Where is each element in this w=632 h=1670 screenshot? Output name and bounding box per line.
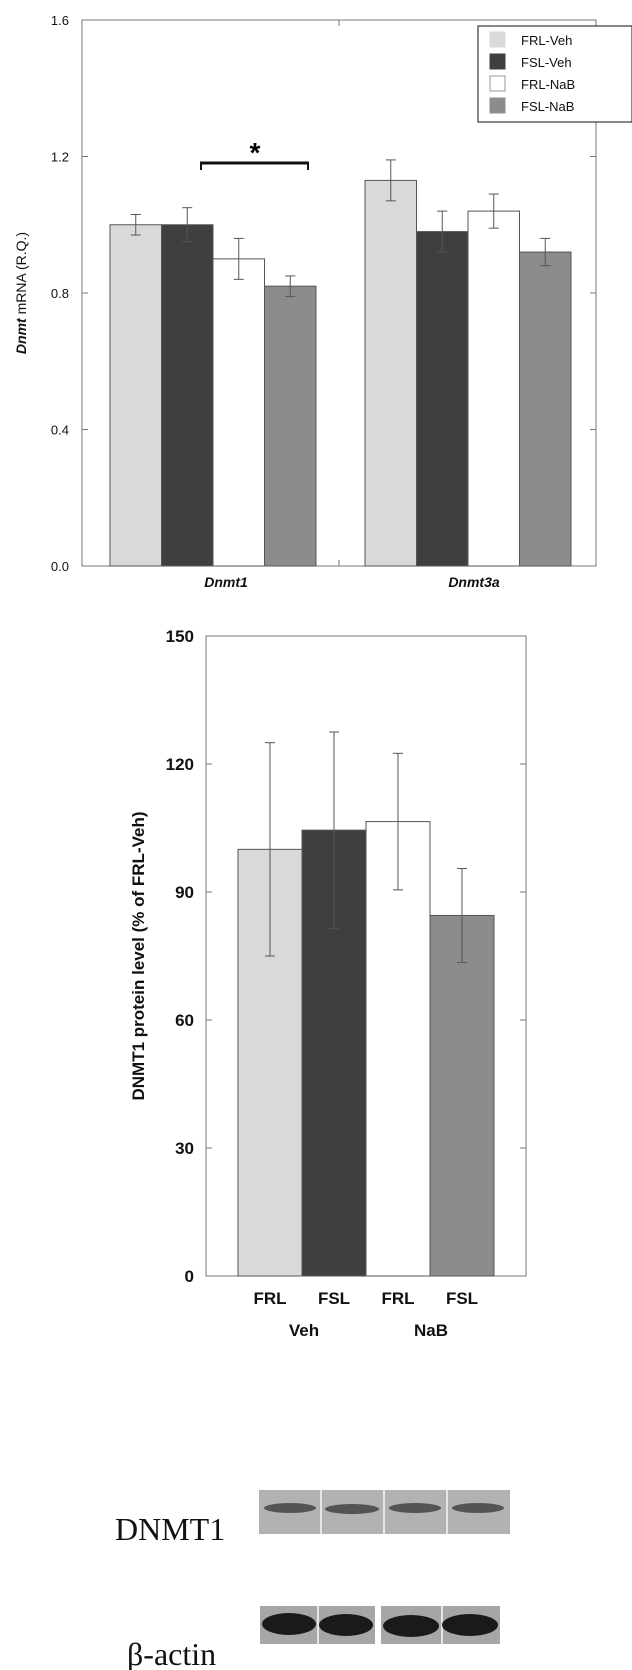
chart2-xtick-label-2: FSL — [318, 1289, 350, 1308]
chart2-y-axis-label: DNMT1 protein level (% of FRL-Veh) — [129, 811, 148, 1100]
chart2-xtick-label-1: FRL — [253, 1289, 286, 1308]
bar-dnmt3a-frl-nab — [467, 210, 520, 567]
dnmt1-band-1 — [264, 1503, 316, 1513]
chart2-group-label-veh: Veh — [289, 1321, 319, 1340]
chart1-bars — [109, 159, 572, 567]
chart2-y-ticks: 0 30 60 90 120 150 — [166, 627, 526, 1286]
legend-swatch-fsl-nab — [489, 97, 506, 114]
significance-asterisk: * — [250, 137, 261, 168]
blot-label-beta-actin: β-actin — [127, 1636, 216, 1670]
western-blot: DNMT1 β-actin — [115, 1490, 510, 1670]
mrna-chart: 0.0 0.4 0.8 1.2 1.6 Dnmt mRNA (R.Q.) Dnmt1 D… — [13, 13, 632, 590]
chart1-y-ticks: 0.0 0.4 0.8 1.2 1.6 — [51, 13, 596, 574]
legend-label-frl-veh: FRL-Veh — [521, 33, 572, 48]
chart2-bars — [237, 731, 495, 1277]
protein-bar-3 — [365, 821, 431, 1277]
bar-dnmt1-frl-veh — [109, 224, 162, 567]
protein-chart: 0 30 60 90 120 150 DNMT1 protein level (% of … — [129, 627, 527, 1340]
chart1-y-axis-label-rest: mRNA (R.Q.) — [13, 232, 29, 318]
legend-items: FRL-Veh FSL-Veh FRL-NaB FSL-NaB — [489, 31, 575, 114]
bar-dnmt3a-fsl-veh — [416, 231, 469, 567]
chart2-ytick-label: 30 — [175, 1139, 194, 1158]
dnmt1-blot-strip — [259, 1490, 510, 1534]
dnmt1-lane-divider-3 — [446, 1490, 448, 1534]
bar-dnmt3a-fsl-nab — [519, 251, 572, 567]
legend-swatch-fsl-veh — [489, 53, 506, 70]
chart2-ytick-label: 0 — [185, 1267, 194, 1286]
dnmt1-lane-divider-1 — [320, 1490, 322, 1534]
chart1-category-dnmt3a: Dnmt3a — [448, 574, 500, 590]
bar-dnmt1-fsl-nab — [264, 285, 317, 567]
actin-band-4 — [442, 1614, 498, 1636]
legend-swatch-frl-veh — [489, 31, 506, 48]
dnmt1-band-2 — [325, 1504, 379, 1514]
chart1-ytick-label: 0.0 — [51, 559, 69, 574]
chart1-ytick-label: 1.6 — [51, 13, 69, 28]
significance-bracket: * — [200, 137, 309, 170]
actin-band-2 — [319, 1614, 373, 1636]
chart1-ytick-label: 1.2 — [51, 150, 69, 165]
chart2-ytick-label: 120 — [166, 755, 194, 774]
chart1-category-dnmt1: Dnmt1 — [204, 574, 248, 590]
chart2-ytick-label: 90 — [175, 883, 194, 902]
chart2-xtick-label-4: FSL — [446, 1289, 478, 1308]
legend-label-frl-nab: FRL-NaB — [521, 77, 575, 92]
protein-bar-4 — [429, 914, 495, 1277]
blot-label-dnmt1: DNMT1 — [115, 1511, 225, 1547]
chart2-x-labels: FRL FSL FRL FSL — [253, 1289, 478, 1308]
chart1-ytick-label: 0.8 — [51, 286, 69, 301]
actin-band-1 — [262, 1613, 316, 1635]
chart2-ytick-label: 150 — [166, 627, 194, 646]
bar-dnmt3a-frl-veh — [364, 179, 417, 567]
chart2-xtick-label-3: FRL — [381, 1289, 414, 1308]
legend-swatch-frl-nab — [489, 75, 506, 92]
dnmt1-band-4 — [452, 1503, 504, 1513]
dnmt1-lane-divider-2 — [383, 1490, 385, 1534]
beta-actin-blot-strip — [260, 1606, 500, 1644]
legend-label-fsl-veh: FSL-Veh — [521, 55, 572, 70]
actin-band-3 — [383, 1615, 439, 1637]
chart1-y-axis-label-italic: Dnmt — [13, 317, 29, 354]
chart1-y-axis-label: Dnmt mRNA (R.Q.) — [13, 232, 29, 354]
bar-dnmt1-frl-nab — [212, 258, 265, 567]
dnmt1-band-3 — [389, 1503, 441, 1513]
actin-lane-divider-1 — [317, 1606, 319, 1644]
bar-dnmt1-fsl-veh — [161, 224, 214, 567]
legend-label-fsl-nab: FSL-NaB — [521, 99, 574, 114]
chart2-group-label-nab: NaB — [414, 1321, 448, 1340]
chart1-ytick-label: 0.4 — [51, 423, 69, 438]
chart1-legend: FRL-Veh FSL-Veh FRL-NaB FSL-NaB — [477, 25, 632, 123]
chart2-ytick-label: 60 — [175, 1011, 194, 1030]
